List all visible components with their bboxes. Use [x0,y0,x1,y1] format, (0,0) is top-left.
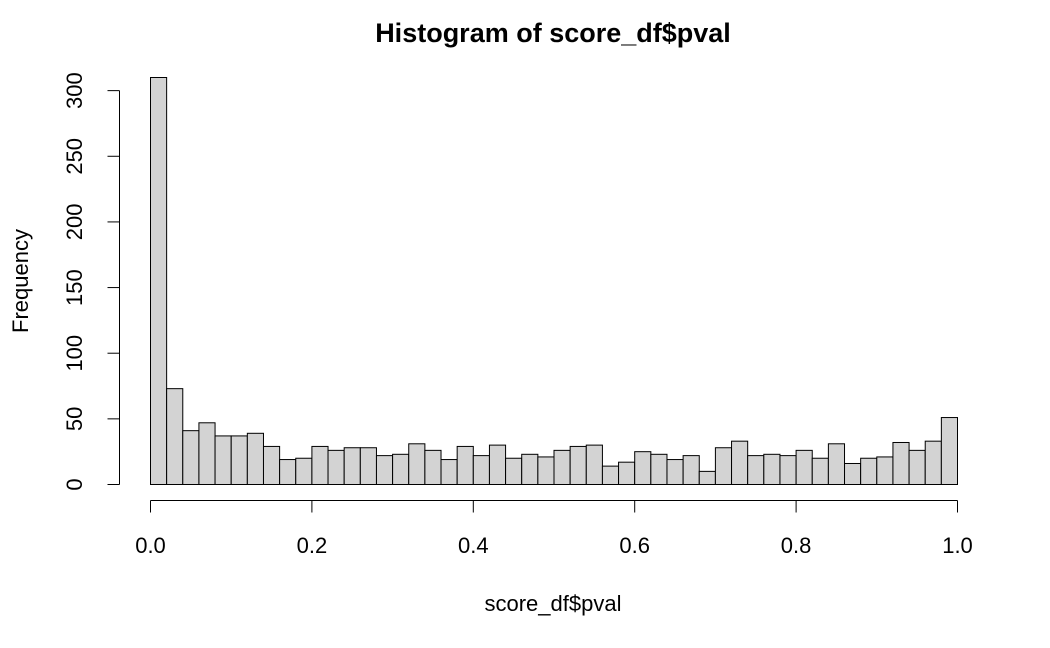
histogram-bar [537,456,555,485]
x-axis-label: score_df$pval [485,591,622,616]
histogram-bar [698,470,716,485]
histogram-bar [230,435,248,486]
histogram-bar [262,445,281,485]
histogram-bar [295,457,313,485]
histogram-bar [505,457,523,485]
x-tick-label: 1.0 [942,533,973,558]
histogram-bar [166,388,184,485]
histogram-bar [440,459,458,485]
x-tick-label: 0.8 [781,533,812,558]
histogram-bar [827,443,846,485]
histogram-bar [424,449,442,485]
histogram-bar [246,432,264,485]
histogram-bar [618,461,636,485]
x-tick-label: 0.6 [619,533,650,558]
histogram-bar [747,455,765,485]
histogram-bar [714,447,733,485]
histogram-bar [150,77,168,485]
histogram-bar [682,455,700,485]
histogram-bar [763,453,781,485]
histogram-bar [860,457,878,485]
histogram-bar [198,422,216,486]
x-tick-label: 0.0 [135,533,166,558]
histogram-bar [553,449,571,485]
histogram-bar [359,447,377,485]
histogram-bar [521,453,539,485]
histogram-bar [940,417,958,486]
chart-title: Histogram of score_df$pval [375,18,731,48]
histogram-bar [650,453,668,485]
histogram-bar [634,451,652,485]
histogram-bar [666,459,684,485]
histogram-bar [924,440,942,486]
histogram-bar [214,435,232,486]
histogram-bar [408,443,426,485]
histogram-bar [343,447,361,485]
y-tick-label: 100 [62,335,87,372]
histogram-bar [795,449,813,485]
histogram-bar [392,453,410,485]
y-tick-label: 0 [62,478,87,490]
x-tick-label: 0.2 [297,533,328,558]
y-axis-label: Frequency [8,229,33,333]
histogram-bar [601,465,620,485]
histogram-bar [488,444,507,485]
histogram-bar [327,449,345,485]
x-tick-label: 0.4 [458,533,489,558]
y-tick-label: 150 [62,269,87,306]
y-axis: 0 50 100 150 200 250 300 [62,72,120,491]
histogram-bar [908,449,926,485]
histogram-bar [456,445,474,485]
y-tick-label: 50 [62,407,87,431]
histogram-bar [892,441,910,485]
histogram-bar [472,455,490,485]
x-axis: 0.0 0.2 0.4 0.6 0.8 1.0 [135,500,973,558]
y-tick-label: 300 [62,72,87,109]
histogram-bar [182,430,200,486]
histogram-bar [876,456,894,485]
histogram-bar [811,457,829,485]
histogram-bar [731,440,749,486]
y-tick-label: 250 [62,138,87,175]
histogram-bar [279,459,297,485]
histogram-bar [585,444,603,485]
histogram-bar [311,445,329,485]
histogram-bar [375,455,394,485]
y-tick-label: 200 [62,204,87,241]
histogram-bar [569,445,587,485]
histogram-bar [779,455,797,485]
histogram-bar [844,462,862,485]
bars-group [150,77,958,486]
